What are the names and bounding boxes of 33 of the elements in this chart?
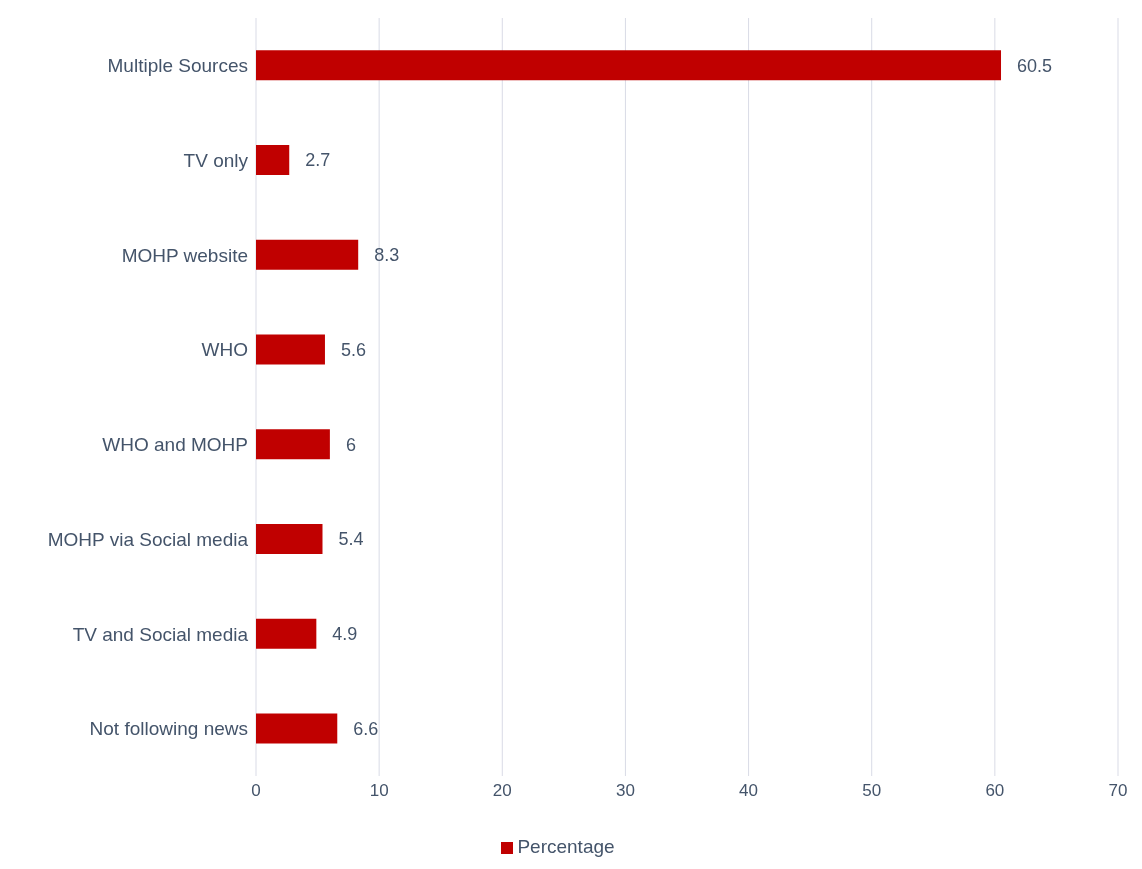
bar: [256, 50, 1002, 81]
y-tick-label: TV only: [183, 149, 249, 171]
data-label: 8.3: [374, 245, 400, 266]
bar: [256, 334, 325, 365]
bar: [256, 144, 290, 175]
data-label: 2.7: [305, 150, 331, 171]
data-label: 60.5: [1017, 55, 1053, 76]
x-tick-label: 0: [251, 781, 261, 801]
x-tick-label: 70: [1108, 781, 1128, 801]
x-tick-label: 40: [739, 781, 759, 801]
x-tick-label: 10: [369, 781, 389, 801]
y-tick-label: MOHP via Social media: [47, 528, 249, 550]
y-tick-label: Not following news: [89, 718, 248, 740]
data-label: 5.6: [340, 339, 366, 360]
data-label: 5.4: [338, 529, 364, 550]
data-label: 4.9: [332, 624, 358, 645]
y-tick-label: WHO and MOHP: [102, 434, 248, 456]
y-tick-label: WHO: [201, 339, 248, 361]
x-tick-label: 60: [985, 781, 1005, 801]
bar: [256, 618, 317, 649]
data-label: 6: [345, 434, 356, 455]
bar: [256, 523, 323, 554]
y-tick-label: TV and Social media: [72, 623, 249, 645]
x-tick-label: 20: [492, 781, 512, 801]
bar: [256, 713, 338, 744]
x-tick-label: 50: [862, 781, 882, 801]
x-tick-label: 30: [615, 781, 635, 801]
y-tick-label: MOHP website: [121, 244, 248, 266]
bar: [256, 429, 330, 460]
bar: [256, 239, 359, 270]
data-label: 6.6: [353, 718, 379, 739]
legend-label: Percentage: [517, 836, 615, 857]
y-tick-label: Multiple Sources: [107, 55, 248, 77]
